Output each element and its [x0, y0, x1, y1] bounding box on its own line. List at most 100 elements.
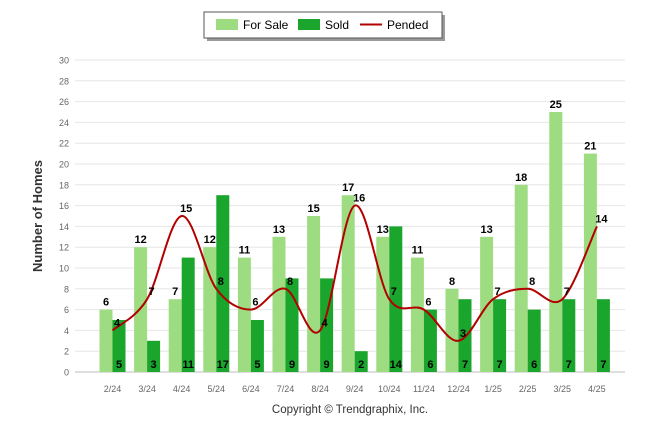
- sold-data-label: 11: [182, 359, 194, 371]
- bar-for-sale: [272, 236, 286, 372]
- y-tick-label: 24: [59, 118, 69, 128]
- x-tick-label: 2/24: [104, 384, 122, 394]
- for-sale-data-label: 12: [134, 234, 146, 246]
- y-tick-label: 14: [59, 222, 69, 232]
- for-sale-data-label: 12: [204, 234, 216, 246]
- bar-sold: [458, 299, 472, 372]
- for-sale-data-label: 18: [515, 172, 527, 184]
- y-tick-label: 0: [64, 368, 69, 378]
- sold-data-label: 3: [151, 359, 157, 371]
- for-sale-data-label: 11: [239, 245, 251, 257]
- bar-for-sale: [583, 153, 597, 372]
- x-tick-label: 11/24: [413, 384, 435, 394]
- x-tick-label: 1/25: [484, 384, 502, 394]
- pended-data-label: 7: [564, 286, 570, 298]
- sold-data-label: 7: [566, 359, 572, 371]
- for-sale-data-label: 7: [172, 286, 178, 298]
- y-tick-label: 10: [59, 264, 69, 274]
- x-tick-label: 9/24: [346, 384, 364, 394]
- for-sale-data-label: 15: [307, 203, 319, 215]
- x-tick-label: 4/24: [173, 384, 191, 394]
- bar-for-sale: [168, 299, 182, 372]
- x-tick-label: 5/24: [208, 384, 226, 394]
- for-sale-data-label: 21: [584, 141, 596, 153]
- x-tick-label: 8/24: [311, 384, 329, 394]
- sold-data-label: 6: [531, 359, 537, 371]
- sold-data-label: 7: [462, 359, 468, 371]
- legend-box: [203, 11, 443, 39]
- y-tick-label: 16: [59, 201, 69, 211]
- pended-data-label: 14: [595, 213, 608, 225]
- pended-line: [111, 204, 598, 342]
- bar-layer: [99, 112, 610, 372]
- bar-sold: [562, 299, 576, 372]
- x-tick-label: 7/24: [277, 384, 295, 394]
- bar-for-sale: [549, 112, 563, 372]
- y-tick-label: 12: [59, 243, 69, 253]
- bar-sold: [250, 320, 264, 372]
- legend-swatch-for-sale: [216, 19, 238, 30]
- y-tick-label: 4: [64, 326, 69, 336]
- x-tick-label: 6/24: [242, 384, 260, 394]
- y-tick-label: 20: [59, 160, 69, 170]
- sold-data-label: 2: [358, 359, 364, 371]
- bar-for-sale: [99, 309, 113, 372]
- bar-for-sale: [514, 184, 528, 372]
- bar-sold: [147, 340, 161, 372]
- for-sale-data-label: 13: [480, 224, 492, 236]
- y-tick-label: 6: [64, 305, 69, 315]
- pended-data-label: 7: [495, 286, 501, 298]
- for-sale-data-label: 13: [273, 224, 285, 236]
- pended-data-label: 4: [114, 317, 121, 329]
- copyright-footer: Copyright © Trendgraphix, Inc.: [272, 404, 428, 416]
- bar-for-sale: [307, 216, 321, 372]
- bar-sold: [285, 278, 299, 372]
- sold-data-label: 7: [600, 359, 606, 371]
- bar-sold: [527, 309, 541, 372]
- bar-for-sale: [203, 247, 217, 372]
- sold-data-label: 5: [254, 359, 260, 371]
- legend-label-for-sale: For Sale: [243, 18, 289, 32]
- pended-data-label: 8: [287, 276, 293, 288]
- for-sale-data-label: 8: [449, 276, 455, 288]
- y-tick-label: 2: [64, 347, 69, 357]
- sold-data-label: 9: [289, 359, 295, 371]
- bar-for-sale: [376, 236, 390, 372]
- x-tick-label: 12/24: [447, 384, 470, 394]
- bar-sold: [389, 226, 403, 372]
- y-tick-label: 26: [59, 97, 69, 107]
- x-tick-label: 2/25: [519, 384, 537, 394]
- pended-data-label: 7: [391, 286, 397, 298]
- pended-data-label: 4: [322, 317, 329, 329]
- pended-data-label: 15: [180, 203, 192, 215]
- y-tick-label: 18: [59, 180, 69, 190]
- legend-label-sold: Sold: [325, 18, 349, 32]
- pended-data-label: 8: [529, 276, 535, 288]
- bar-for-sale: [237, 257, 251, 372]
- legend-swatch-sold: [298, 19, 320, 30]
- bar-for-sale: [480, 236, 494, 372]
- bar-for-sale: [341, 195, 355, 372]
- x-tick-label: 3/25: [554, 384, 572, 394]
- pended-line-layer: [111, 204, 598, 342]
- bar-sold: [423, 309, 437, 372]
- legend-label-pended: Pended: [387, 18, 428, 32]
- sold-data-label: 6: [427, 359, 433, 371]
- x-tick-label: 4/25: [588, 384, 606, 394]
- bar-sold: [354, 351, 368, 372]
- y-tick-label: 22: [59, 139, 69, 149]
- y-tick-label: 28: [59, 76, 69, 86]
- y-tick-label: 8: [64, 284, 69, 294]
- sold-data-label: 7: [497, 359, 503, 371]
- pended-data-label: 3: [460, 328, 466, 340]
- bar-sold: [216, 195, 230, 372]
- bar-for-sale: [445, 288, 459, 372]
- y-axis-title: Number of Homes: [30, 160, 45, 272]
- x-tick-labels: 2/24 3/24 4/24 5/24 6/24 7/24 8/24 9/24 10/24 11/…: [104, 384, 606, 394]
- legend: For Sale Sold Pended: [203, 11, 445, 41]
- x-tick-label: 3/24: [138, 384, 156, 394]
- sold-data-label: 17: [217, 359, 229, 371]
